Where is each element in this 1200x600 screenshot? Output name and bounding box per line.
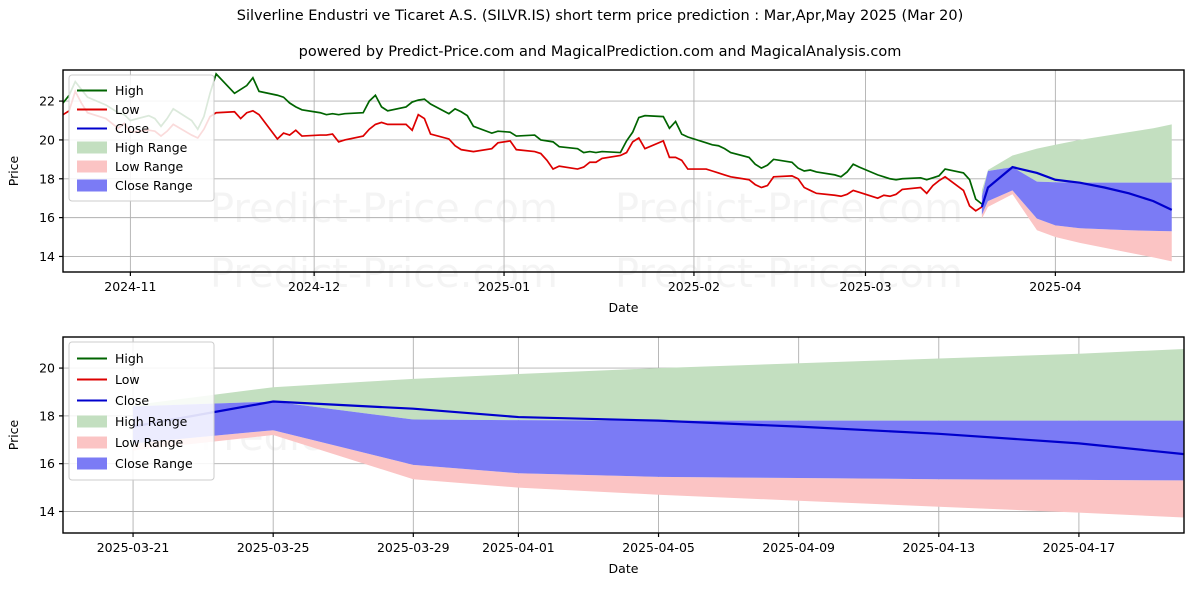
legend-item: Low Range — [77, 435, 184, 450]
legend-patch-swatch — [77, 179, 107, 192]
legend-item: Close — [77, 393, 149, 408]
close-range-band — [133, 401, 1184, 481]
y-tick-label: 22 — [39, 94, 55, 109]
legend-item: Low — [77, 372, 140, 387]
x-tick-label: 2025-04-01 — [482, 540, 555, 555]
watermark-text: Predict-Price.com — [615, 186, 963, 232]
y-tick-label: 18 — [39, 408, 55, 423]
close-range-band — [981, 167, 1172, 232]
legend-label: Close — [115, 393, 149, 408]
y-tick-label: 20 — [39, 132, 55, 147]
plot-frame — [62, 336, 1185, 534]
legend-item: Low — [77, 102, 140, 117]
x-tick-label: 2024-12 — [288, 279, 340, 294]
top-chart-svg: Predict-Price.com Predict-Price.com Predic… — [6, 69, 1185, 312]
page-title: Silverline Endustri ve Ticaret A.S. (SIL… — [236, 8, 964, 24]
legend-item: Close Range — [77, 178, 193, 193]
legend-label: Close Range — [115, 456, 193, 471]
legend-item: High Range — [77, 414, 188, 429]
close-line — [980, 165, 1173, 211]
legend-patch-swatch — [77, 436, 107, 449]
legend-item: Close — [77, 121, 149, 136]
x-tick-label: 2025-03-25 — [237, 540, 310, 555]
y-axis-title: Price — [6, 419, 21, 450]
x-tick-label: 2025-04-13 — [902, 540, 975, 555]
x-tick-label: 2025-03 — [839, 279, 891, 294]
watermark-text: Predict-Price.com — [615, 251, 963, 297]
top-chart-panel: Predict-Price.com Predict-Price.com Predic… — [0, 62, 1200, 312]
y-axis-title: Price — [6, 155, 21, 186]
legend-item: High — [77, 83, 144, 98]
legend-label: High Range — [115, 414, 188, 429]
legend-item: Close Range — [77, 456, 193, 471]
legend-label: High Range — [115, 140, 188, 155]
y-tick-label: 16 — [39, 456, 55, 471]
close-line — [132, 400, 1185, 456]
legend-label: Close Range — [115, 178, 193, 193]
y-tick-label: 14 — [39, 249, 55, 264]
x-tick-label: 2025-04-05 — [622, 540, 695, 555]
legend-patch-swatch — [77, 457, 107, 470]
x-tick-label: 2025-04-17 — [1043, 540, 1116, 555]
x-tick-label: 2025-01 — [478, 279, 530, 294]
x-tick-label: 2025-03-21 — [97, 540, 170, 555]
y-tick-label: 14 — [39, 504, 55, 519]
bottom-chart-panel: Predict-Price.comPredict-Price.com141618… — [0, 325, 1200, 600]
bottom-chart-svg: Predict-Price.comPredict-Price.com141618… — [6, 336, 1185, 576]
legend-label: Low — [115, 102, 140, 117]
high-range-band — [981, 124, 1172, 197]
x-axis-title: Date — [609, 561, 639, 576]
legend-label: Low Range — [115, 159, 184, 174]
x-tick-label: 2025-03-29 — [377, 540, 450, 555]
legend-label: High — [115, 351, 144, 366]
legend-patch-swatch — [77, 141, 107, 154]
x-tick-label: 2025-04-09 — [762, 540, 835, 555]
y-tick-label: 20 — [39, 361, 55, 376]
low-range-band — [981, 190, 1172, 262]
legend-label: High — [115, 83, 144, 98]
watermark-text: Predict-Price.com — [210, 186, 558, 232]
watermark-text: Predict-Price.com — [210, 251, 558, 297]
legend-label: Low Range — [115, 435, 184, 450]
legend-label: Low — [115, 372, 140, 387]
y-tick-label: 16 — [39, 210, 55, 225]
y-tick-label: 18 — [39, 171, 55, 186]
plot-frame — [62, 69, 1185, 273]
high-range-band — [133, 348, 1184, 421]
x-tick-label: 2025-02 — [668, 279, 720, 294]
legend-item: High — [77, 351, 144, 366]
x-tick-label: 2024-11 — [104, 279, 156, 294]
legend-label: Close — [115, 121, 149, 136]
page-subtitle: powered by Predict-Price.com and Magical… — [298, 44, 902, 60]
low-range-band — [133, 430, 1184, 518]
legend-item: High Range — [77, 140, 188, 155]
legend-patch-swatch — [77, 160, 107, 173]
x-axis-title: Date — [609, 300, 639, 312]
legend-patch-swatch — [77, 415, 107, 428]
x-tick-label: 2025-04 — [1029, 279, 1081, 294]
legend-item: Low Range — [77, 159, 184, 174]
